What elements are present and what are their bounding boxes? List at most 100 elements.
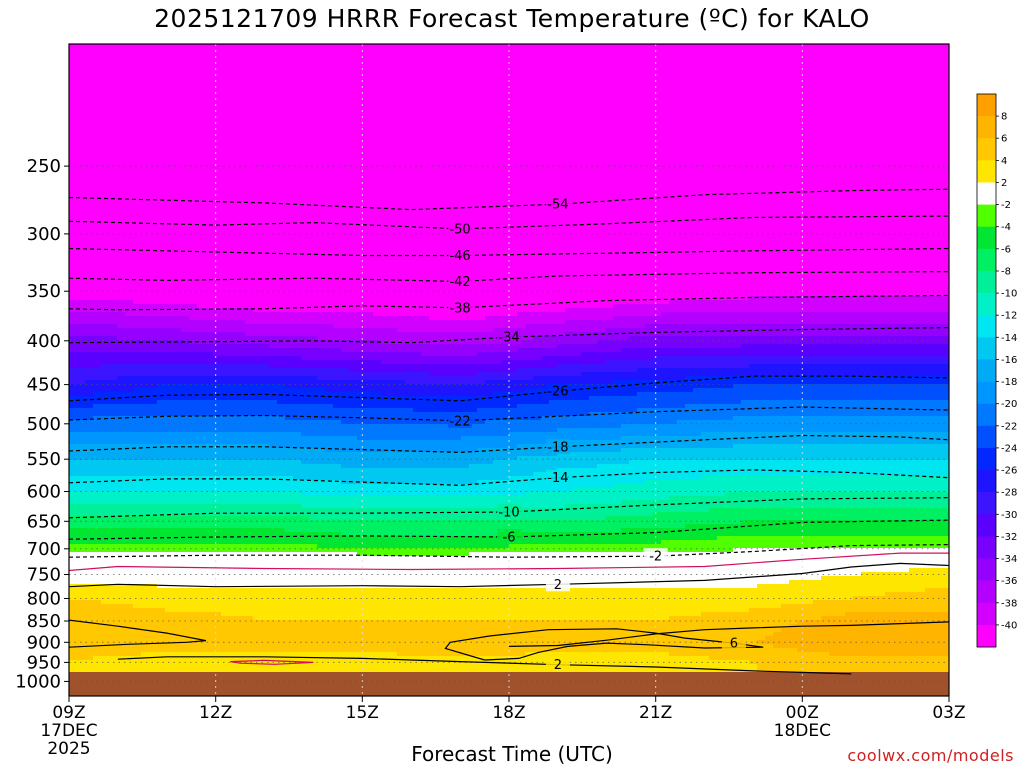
temperature-cell — [717, 312, 726, 325]
temperature-cell — [373, 360, 382, 373]
temperature-cell — [237, 432, 246, 445]
temperature-cell — [549, 456, 558, 473]
temperature-cell — [685, 368, 694, 377]
temperature-cell — [637, 588, 646, 621]
temperature-cell — [229, 332, 238, 345]
temperature-cell — [773, 536, 782, 549]
temperature-cell — [461, 484, 470, 497]
temperature-cell — [869, 444, 878, 461]
temperature-cell — [829, 444, 838, 461]
temperature-cell — [149, 552, 158, 585]
temperature-cell — [869, 432, 878, 445]
temperature-cell — [245, 552, 254, 589]
temperature-cell — [477, 352, 486, 365]
source-credit[interactable]: coolwx.com/models — [847, 746, 1014, 765]
temperature-cell — [213, 320, 222, 333]
temperature-cell — [733, 548, 742, 589]
temperature-cell — [909, 432, 918, 445]
temperature-cell — [573, 320, 582, 333]
temperature-cell — [269, 336, 278, 349]
temperature-cell — [261, 492, 270, 505]
temperature-cell — [197, 552, 206, 589]
temperature-cell — [821, 616, 830, 653]
temperature-cell — [797, 296, 806, 313]
temperature-cell — [341, 436, 350, 453]
temperature-cell — [525, 380, 534, 389]
temperature-cell — [181, 444, 190, 461]
temperature-cell — [181, 612, 190, 653]
temperature-cell — [493, 344, 502, 353]
temperature-cell — [885, 356, 894, 365]
temperature-cell — [709, 524, 718, 541]
colorbar-label: -28 — [1001, 488, 1017, 499]
temperature-cell — [397, 468, 406, 485]
temperature-cell — [901, 44, 910, 297]
temperature-cell — [125, 492, 134, 505]
temperature-cell — [453, 588, 462, 621]
temperature-cell — [477, 496, 486, 509]
temperature-cell — [197, 400, 206, 417]
temperature-cell — [565, 332, 574, 345]
temperature-cell — [157, 328, 166, 341]
temperature-cell — [685, 420, 694, 437]
temperature-cell — [221, 308, 230, 321]
temperature-cell — [189, 416, 198, 433]
temperature-cell — [413, 364, 422, 373]
temperature-cell — [781, 376, 790, 385]
temperature-cell — [117, 376, 126, 393]
temperature-cell — [469, 536, 478, 549]
temperature-cell — [573, 344, 582, 357]
temperature-cell — [797, 548, 806, 581]
temperature-cell — [621, 528, 630, 545]
temperature-cell — [253, 528, 262, 545]
temperature-cell — [69, 408, 78, 421]
temperature-cell — [373, 556, 382, 589]
temperature-cell — [109, 432, 118, 445]
temperature-cell — [357, 44, 366, 313]
temperature-cell — [773, 476, 782, 493]
temperature-cell — [749, 400, 758, 417]
temperature-cell — [389, 424, 398, 441]
temperature-cell — [933, 588, 942, 613]
temperature-cell — [125, 340, 134, 353]
temperature-cell — [357, 312, 366, 329]
temperature-cell — [341, 620, 350, 653]
temperature-cell — [773, 520, 782, 537]
temperature-cell — [93, 444, 102, 461]
temperature-cell — [861, 356, 870, 365]
temperature-cell — [813, 492, 822, 509]
temperature-cell — [541, 508, 550, 521]
temperature-cell — [125, 352, 134, 365]
temperature-cell — [389, 588, 398, 621]
temperature-cell — [877, 364, 886, 377]
temperature-cell — [421, 520, 430, 537]
contour-label-bg — [721, 635, 746, 651]
temperature-cell — [765, 356, 774, 365]
temperature-cell — [141, 364, 150, 377]
colorbar-swatch — [977, 359, 996, 382]
temperature-cell — [517, 368, 526, 381]
temperature-cell — [397, 332, 406, 345]
temperature-cell — [797, 384, 806, 401]
temperature-cell — [117, 340, 126, 353]
temperature-cell — [245, 336, 254, 345]
temperature-cell — [341, 408, 350, 425]
temperature-cell — [669, 300, 678, 313]
temperature-cell — [533, 432, 542, 445]
temperature-cell — [117, 364, 126, 377]
temperature-cell — [269, 460, 278, 477]
temperature-cell — [101, 584, 110, 605]
temperature-cell — [813, 312, 822, 325]
temperature-cell — [613, 532, 622, 545]
temperature-cell — [445, 484, 454, 497]
temperature-cell — [421, 548, 430, 557]
temperature-cell — [93, 492, 102, 505]
temperature-cell — [205, 364, 214, 377]
temperature-cell — [813, 364, 822, 377]
temperature-cell — [525, 444, 534, 457]
temperature-cell — [645, 516, 654, 529]
temperature-cell — [285, 532, 294, 545]
temperature-cell — [205, 308, 214, 321]
temperature-cell — [677, 588, 686, 617]
temperature-cell — [309, 404, 318, 421]
